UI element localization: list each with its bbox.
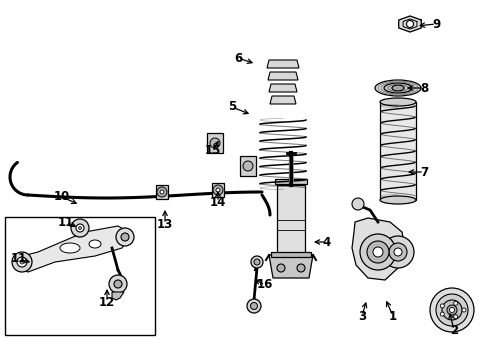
Polygon shape (352, 218, 405, 280)
Text: 13: 13 (157, 217, 173, 230)
Circle shape (17, 257, 27, 267)
Circle shape (297, 264, 305, 272)
Ellipse shape (213, 185, 223, 195)
Ellipse shape (216, 188, 220, 192)
Circle shape (454, 315, 458, 319)
Ellipse shape (160, 190, 164, 194)
Text: 5: 5 (228, 100, 236, 113)
Bar (275, 179, 307, 184)
Circle shape (20, 260, 24, 264)
Polygon shape (207, 133, 223, 153)
Text: 15: 15 (205, 144, 221, 158)
Circle shape (373, 247, 383, 257)
Circle shape (247, 299, 261, 313)
Bar (271, 252, 311, 257)
Ellipse shape (243, 161, 253, 171)
Text: 8: 8 (420, 81, 428, 94)
Polygon shape (240, 156, 256, 176)
Circle shape (121, 233, 129, 241)
Polygon shape (268, 72, 298, 80)
Circle shape (360, 234, 396, 270)
Circle shape (441, 304, 444, 308)
Circle shape (251, 256, 263, 268)
Text: 12: 12 (99, 296, 115, 309)
Text: 3: 3 (358, 310, 366, 323)
Circle shape (407, 21, 414, 27)
Circle shape (12, 252, 32, 272)
Circle shape (441, 312, 444, 316)
Polygon shape (267, 60, 299, 68)
Bar (212, 183, 224, 197)
Circle shape (109, 275, 127, 293)
Circle shape (430, 288, 474, 332)
Ellipse shape (210, 138, 220, 148)
Circle shape (449, 307, 455, 312)
Text: 6: 6 (234, 51, 242, 64)
Text: 4: 4 (323, 235, 331, 248)
Bar (277, 185, 305, 255)
Circle shape (277, 264, 285, 272)
Text: 2: 2 (450, 324, 458, 337)
Polygon shape (269, 255, 313, 278)
Circle shape (454, 301, 458, 305)
Ellipse shape (380, 98, 416, 106)
Circle shape (78, 226, 81, 230)
Ellipse shape (157, 187, 167, 197)
Bar (380, 102, 416, 200)
Ellipse shape (375, 80, 421, 96)
Circle shape (71, 219, 89, 237)
Polygon shape (270, 96, 296, 104)
Text: 1: 1 (389, 310, 397, 323)
Text: 10: 10 (54, 190, 70, 203)
Text: 9: 9 (432, 18, 440, 31)
Bar (156, 185, 168, 199)
Polygon shape (15, 226, 132, 272)
Circle shape (394, 248, 402, 256)
Circle shape (76, 224, 84, 232)
Text: 11: 11 (11, 252, 27, 266)
Text: 11: 11 (58, 216, 74, 229)
Ellipse shape (380, 196, 416, 204)
Ellipse shape (89, 240, 101, 248)
Text: 14: 14 (210, 195, 226, 208)
Text: 7: 7 (420, 166, 428, 179)
Polygon shape (399, 16, 421, 32)
Text: 16: 16 (257, 279, 273, 292)
Ellipse shape (392, 85, 404, 91)
Ellipse shape (384, 83, 412, 93)
Circle shape (254, 259, 260, 265)
Circle shape (389, 243, 407, 261)
Polygon shape (112, 292, 124, 300)
Circle shape (352, 198, 364, 210)
Circle shape (250, 302, 258, 310)
Circle shape (116, 228, 134, 246)
Circle shape (462, 308, 466, 312)
Circle shape (442, 300, 462, 320)
Circle shape (436, 294, 468, 326)
Circle shape (367, 241, 389, 263)
Circle shape (447, 305, 457, 315)
Polygon shape (269, 84, 297, 92)
Bar (5, 217, 155, 335)
Ellipse shape (60, 243, 80, 253)
Circle shape (382, 236, 414, 268)
Circle shape (114, 280, 122, 288)
